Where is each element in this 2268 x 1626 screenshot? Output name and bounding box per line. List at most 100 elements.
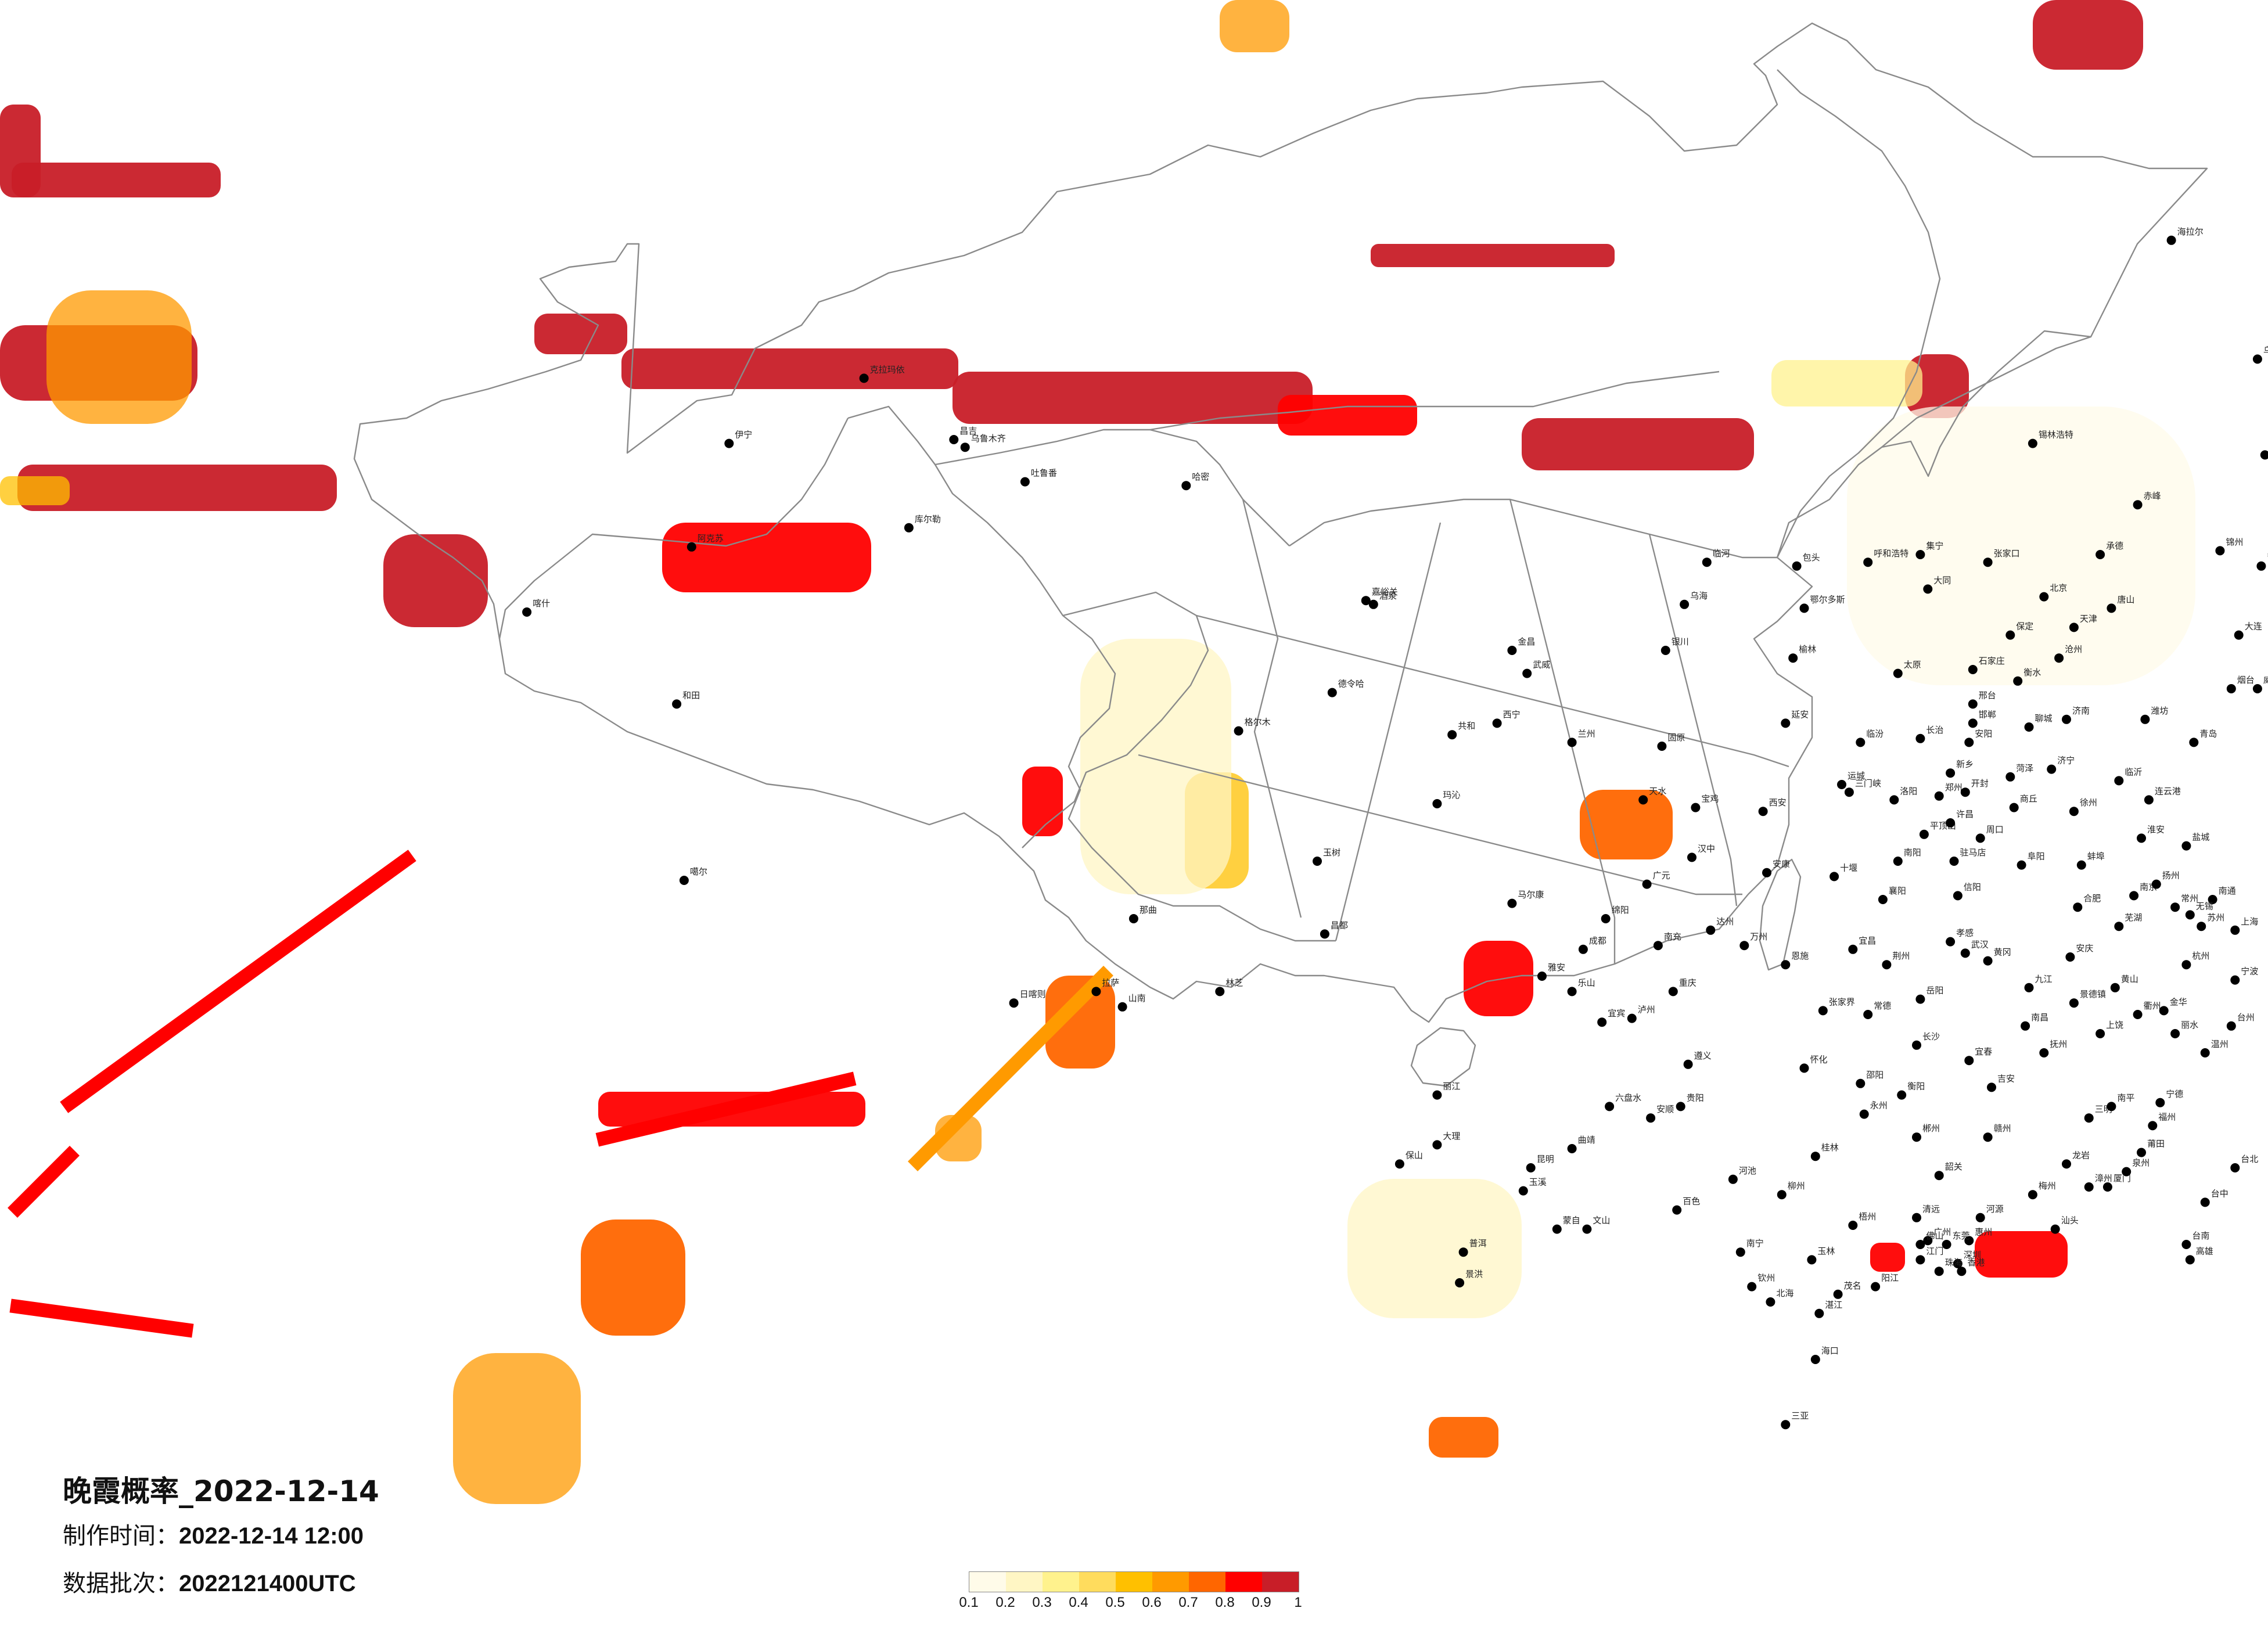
city-dot — [2069, 998, 2079, 1008]
city-label: 伊宁 — [735, 430, 752, 440]
city-marker: 邢台 — [1968, 690, 1996, 709]
city-dot — [2155, 1098, 2165, 1107]
probability-streak — [908, 966, 1113, 1171]
city-marker: 成都 — [1578, 936, 1606, 954]
city-marker: 福州 — [2148, 1111, 2176, 1131]
city-label: 吉安 — [1997, 1073, 2015, 1084]
city-dot — [1915, 1255, 1925, 1265]
probability-streak — [9, 1298, 194, 1338]
city-marker: 临河 — [1702, 548, 1730, 567]
city-marker: 保山 — [1394, 1150, 1423, 1169]
city-dot — [1923, 1236, 1933, 1246]
city-marker: 盐城 — [2181, 832, 2209, 851]
city-label: 德令哈 — [1338, 679, 1364, 689]
city-dot — [1672, 1205, 1682, 1215]
city-marker: 莆田 — [2137, 1139, 2165, 1157]
city-dot — [1781, 960, 1791, 970]
city-dot — [1968, 718, 1978, 728]
city-label: 杭州 — [2192, 951, 2209, 961]
city-dot — [1537, 972, 1547, 981]
city-dot — [2137, 833, 2146, 843]
city-dot — [1848, 944, 1858, 954]
city-marker: 西宁 — [1492, 709, 1521, 728]
city-marker: 连云港 — [2144, 786, 2181, 805]
city-dot — [1893, 668, 1903, 678]
city-dot — [1934, 1267, 1944, 1276]
hainan — [1410, 1027, 1476, 1087]
city-label: 乐山 — [1578, 977, 1595, 988]
city-label: 兰州 — [1578, 728, 1595, 739]
city-dot — [1653, 941, 1663, 951]
city-dot — [2226, 684, 2236, 693]
city-marker: 许昌 — [1946, 809, 1974, 828]
city-dot — [1687, 852, 1696, 862]
city-marker: 汕头 — [2050, 1215, 2079, 1234]
city-dot — [2114, 776, 2124, 786]
city-label: 襄阳 — [1889, 886, 1906, 896]
probability-patch — [1975, 1231, 2068, 1278]
city-dot — [1983, 956, 1993, 966]
city-marker: 南宁 — [1735, 1238, 1764, 1257]
city-marker: 徐州 — [2069, 797, 2097, 816]
city-dot — [1320, 929, 1329, 939]
city-marker: 鄂尔多斯 — [1799, 594, 1845, 613]
city-label: 怀化 — [1810, 1054, 1828, 1064]
city-marker: 集宁 — [1915, 541, 1943, 559]
city-dot — [1946, 768, 1956, 778]
city-dot — [949, 435, 959, 444]
city-dot — [1863, 557, 1873, 567]
city-label: 沧州 — [2065, 644, 2082, 654]
city-marker: 长治 — [1915, 725, 1943, 743]
city-dot — [1912, 1040, 1921, 1050]
city-label: 湛江 — [1825, 1300, 1842, 1310]
city-marker: 太原 — [1893, 660, 1921, 678]
city-dot — [1968, 665, 1978, 674]
city-dot — [1946, 937, 1956, 947]
city-marker: 商丘 — [2009, 794, 2037, 812]
city-marker: 海口 — [1810, 1346, 1839, 1364]
city-label: 抚州 — [2050, 1039, 2067, 1049]
city-label: 唐山 — [2117, 594, 2134, 605]
city-label: 乌兰浩特 — [2263, 345, 2268, 355]
city-label: 保山 — [1406, 1150, 1423, 1160]
city-dot — [1735, 1247, 1745, 1257]
city-label: 太原 — [1904, 660, 1921, 670]
city-marker: 阜阳 — [2017, 851, 2045, 870]
legend-swatch-5 — [1116, 1572, 1152, 1592]
city-dot — [2185, 910, 2195, 920]
city-label: 韶关 — [1945, 1161, 1963, 1172]
city-dot — [1923, 584, 1933, 594]
city-marker: 桂林 — [1810, 1142, 1839, 1161]
city-marker: 乐山 — [1567, 977, 1595, 997]
city-label: 深圳 — [1964, 1250, 1981, 1260]
city-dot — [1327, 688, 1337, 697]
city-marker: 蒙自 — [1552, 1215, 1580, 1234]
city-dot — [1691, 803, 1701, 812]
city-dot — [1799, 1063, 1809, 1073]
legend-swatch-6 — [1152, 1572, 1189, 1592]
city-label: 安康 — [1773, 859, 1790, 869]
city-marker: 营口 — [2256, 552, 2268, 571]
city-label: 黄冈 — [1994, 947, 2011, 958]
city-marker: 三亚 — [1781, 1411, 1809, 1430]
city-marker: 沧州 — [2054, 644, 2082, 663]
city-label: 吐鲁番 — [1031, 468, 1057, 479]
city-dot — [1814, 1308, 1824, 1318]
city-dot — [1676, 1102, 1685, 1111]
city-marker: 万州 — [1739, 931, 1767, 951]
city-label: 宜昌 — [1859, 936, 1876, 946]
city-label: 哈密 — [1192, 472, 1209, 482]
city-dot — [1960, 948, 1970, 958]
city-marker: 普洱 — [1458, 1238, 1487, 1257]
legend-swatch-7 — [1189, 1572, 1225, 1592]
city-dot — [2039, 1048, 2049, 1057]
probability-patch — [1522, 418, 1754, 470]
city-label: 临汾 — [1866, 728, 1884, 739]
city-dot — [1777, 1190, 1787, 1200]
city-label: 柳州 — [1788, 1181, 1805, 1191]
city-label: 温州 — [2211, 1039, 2229, 1049]
city-marker: 黄山 — [2110, 974, 2138, 992]
city-marker: 河源 — [1975, 1204, 2004, 1222]
city-label: 许昌 — [1956, 809, 1974, 819]
city-dot — [1781, 1420, 1791, 1430]
